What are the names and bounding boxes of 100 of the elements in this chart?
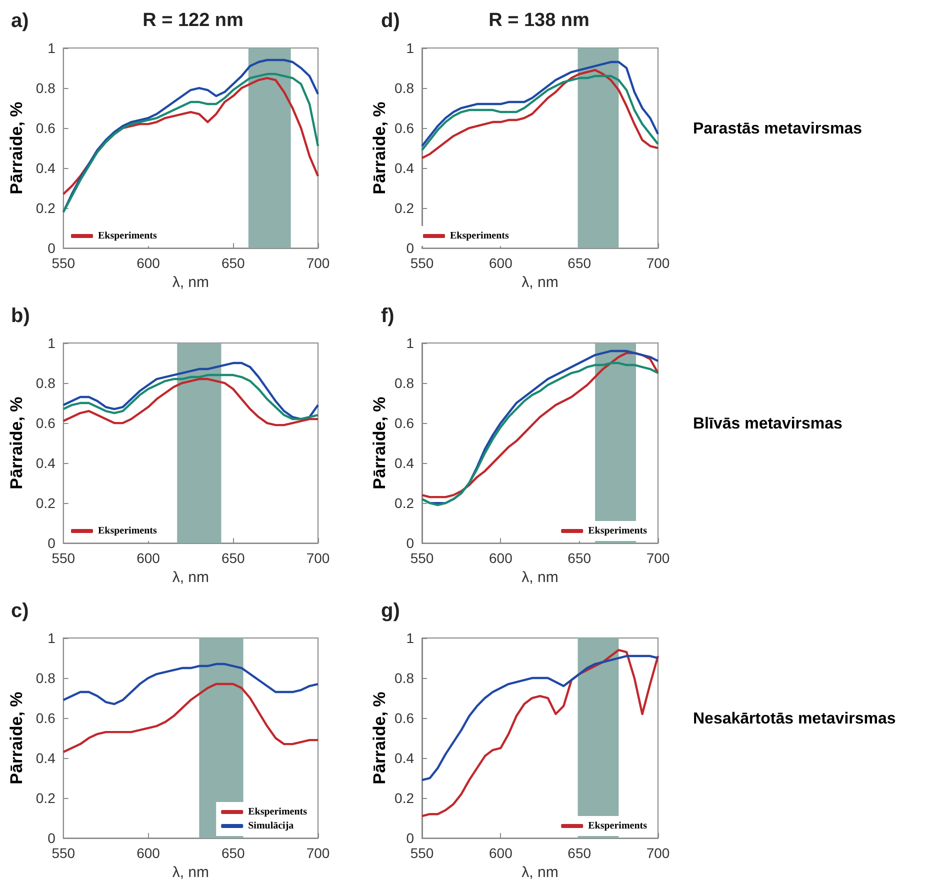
y-tick-label: 0.2	[36, 495, 56, 512]
y-tick-label: 1	[48, 630, 56, 646]
x-tick-label: 650	[568, 255, 592, 272]
x-tick-label: 650	[221, 845, 246, 862]
x-tick-label: 700	[306, 550, 330, 566]
y-tick-label: 0.8	[36, 375, 56, 392]
chart-subtitle: R = 138 nm	[488, 10, 590, 31]
chart-title: f)	[381, 305, 394, 327]
y-tick-label: 0.6	[36, 710, 56, 726]
x-tick-label: 600	[488, 550, 513, 566]
y-tick-label: 0	[406, 830, 414, 846]
y-tick-label: 0.2	[394, 790, 414, 806]
x-tick-label: 600	[488, 255, 513, 272]
x-tick-label: 700	[646, 255, 670, 272]
text: Blīvās metavirsmas	[693, 416, 843, 432]
x-tick-label: 650	[221, 550, 246, 566]
y-tick-label: 0.6	[36, 120, 56, 136]
x-tick-label: 700	[646, 845, 670, 862]
chart-title: b)	[11, 305, 30, 327]
line-series	[62, 682, 320, 754]
legend-label: Simulācija	[248, 820, 294, 832]
y-tick-label: 0	[48, 535, 56, 552]
legend-label: Eksperiments	[588, 820, 648, 832]
x-tick-label: 600	[488, 845, 513, 862]
y-tick-label: 0.2	[36, 200, 56, 216]
x-tick-label: 650	[221, 255, 246, 272]
x-tick-label: 600	[136, 550, 160, 566]
line-series	[62, 374, 320, 420]
chart-title: g)	[381, 600, 400, 622]
y-tick-label: 1	[406, 335, 414, 351]
chart-title: d)	[381, 10, 400, 32]
x-tick-label: 550	[410, 845, 434, 862]
line-series	[62, 362, 320, 420]
x-tick-label: 650	[568, 845, 592, 862]
y-tick-label: 1	[406, 630, 414, 646]
line-series	[420, 74, 660, 152]
text: Nesakārtotās metavirsmas	[693, 710, 896, 728]
x-tick-label: 550	[52, 550, 76, 566]
y-tick-label: 0.8	[394, 375, 414, 392]
y-tick-label: 0.8	[394, 670, 414, 686]
y-tick-label: 0.6	[394, 120, 414, 136]
x-tick-label: 550	[52, 845, 76, 862]
x-tick-label: 550	[410, 550, 434, 566]
legend-label: Eksperiments	[98, 526, 157, 536]
y-tick-label: 0.2	[394, 495, 414, 512]
y-tick-label: 0	[48, 240, 56, 256]
chart-title: a)	[11, 10, 29, 32]
y-tick-label: 0.4	[36, 750, 56, 766]
legend-label: Eksperiments	[98, 230, 157, 242]
y-tick-label: 0.2	[394, 200, 414, 216]
x-tick-label: 700	[646, 550, 670, 566]
y-axis-title: Pārraide, %	[370, 396, 389, 490]
chart-subtitle: R = 122 nm	[142, 10, 244, 31]
y-axis-title: Pārraide, %	[370, 102, 389, 194]
x-tick-label: 650	[568, 550, 592, 566]
x-axis-title: λ, nm	[172, 274, 210, 291]
legend-label: Eksperiments	[450, 230, 509, 242]
y-tick-label: 0.4	[36, 160, 56, 176]
x-axis-title: λ, nm	[522, 274, 558, 291]
y-tick-label: 0	[406, 240, 414, 256]
chart-title: c)	[11, 600, 29, 622]
x-tick-label: 550	[52, 255, 76, 272]
x-tick-label: 550	[410, 255, 434, 272]
x-axis-title: λ, nm	[522, 569, 558, 586]
y-tick-label: 1	[48, 40, 56, 56]
y-tick-label: 1	[406, 40, 414, 56]
y-axis-title: Pārraide, %	[7, 692, 26, 784]
x-axis-title: λ, nm	[522, 864, 558, 881]
x-axis-title: λ, nm	[172, 569, 210, 586]
y-tick-label: 0.8	[36, 80, 56, 96]
x-tick-label: 600	[136, 255, 160, 272]
text: Parastās metavirsmas	[693, 120, 862, 138]
x-tick-label: 700	[306, 845, 330, 862]
y-axis-title: Pārraide, %	[370, 692, 389, 784]
x-tick-label: 700	[306, 255, 330, 272]
y-tick-label: 1	[48, 335, 56, 351]
y-tick-label: 0.6	[394, 710, 414, 726]
y-tick-label: 0.6	[394, 415, 414, 432]
x-axis-title: λ, nm	[172, 864, 210, 881]
y-tick-label: 0.4	[394, 455, 414, 472]
y-tick-label: 0.8	[394, 80, 414, 96]
y-tick-label: 0.4	[394, 160, 414, 176]
y-tick-label: 0.6	[36, 415, 56, 432]
y-tick-label: 0.4	[394, 750, 414, 766]
line-series	[420, 60, 660, 148]
legend-label: Eksperiments	[588, 526, 648, 536]
y-tick-label: 0.4	[36, 455, 56, 472]
y-axis-title: Pārraide, %	[7, 102, 26, 194]
y-tick-label: 0.2	[36, 790, 56, 806]
y-tick-label: 0	[48, 830, 56, 846]
line-series	[62, 378, 320, 426]
x-tick-label: 600	[136, 845, 160, 862]
legend-label: Eksperiments	[248, 806, 308, 818]
y-tick-label: 0	[406, 535, 414, 552]
line-series	[420, 68, 660, 160]
line-series	[62, 662, 320, 706]
line-series	[420, 648, 660, 818]
line-series	[420, 654, 660, 782]
y-tick-label: 0.8	[36, 670, 56, 686]
y-axis-title: Pārraide, %	[7, 396, 26, 490]
